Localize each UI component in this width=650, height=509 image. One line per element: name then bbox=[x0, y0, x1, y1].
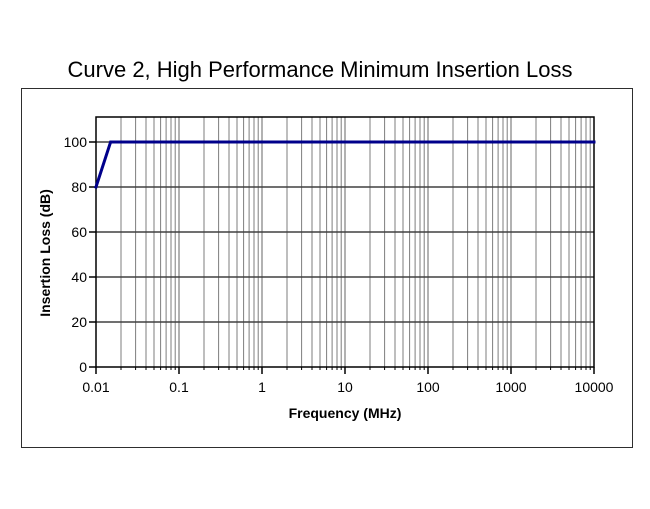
y-tick-label: 0 bbox=[79, 359, 87, 375]
x-tick-label: 0.1 bbox=[169, 379, 189, 395]
x-axis-title: Frequency (MHz) bbox=[288, 405, 402, 421]
y-tick-label: 40 bbox=[71, 269, 87, 285]
x-tick-label: 1000 bbox=[495, 379, 526, 395]
x-tick-label: 10000 bbox=[575, 379, 614, 395]
y-axis-title: Insertion Loss (dB) bbox=[37, 189, 53, 317]
y-tick-label: 60 bbox=[71, 224, 87, 240]
x-tick-label: 100 bbox=[416, 379, 440, 395]
x-tick-label: 10 bbox=[337, 379, 353, 395]
x-tick-label: 0.01 bbox=[82, 379, 109, 395]
y-tick-label: 20 bbox=[71, 314, 87, 330]
x-tick-label: 1 bbox=[258, 379, 266, 395]
y-tick-label: 100 bbox=[64, 134, 88, 150]
series-line bbox=[94, 140, 596, 189]
plot-border bbox=[95, 116, 595, 368]
y-tick-label: 80 bbox=[71, 179, 87, 195]
chart-title: Curve 2, High Performance Minimum Insert… bbox=[67, 57, 573, 82]
